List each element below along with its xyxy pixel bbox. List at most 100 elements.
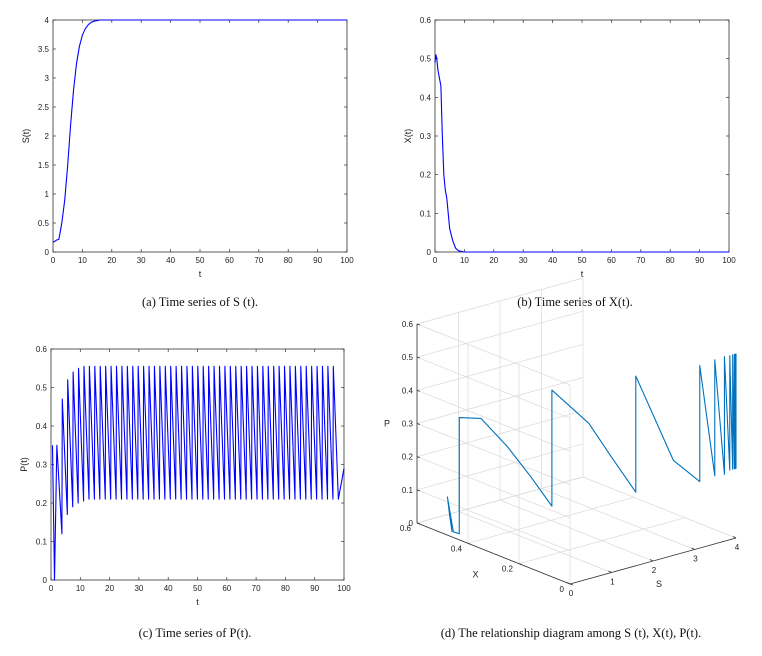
x-tick-label: 10: [78, 256, 87, 265]
p-tick-mark: [417, 424, 420, 425]
x-tick-label: 50: [193, 584, 202, 593]
p-tick-mark: [417, 324, 420, 325]
x-tick-label: 70: [254, 256, 263, 265]
y-tick-label: 3.5: [38, 45, 50, 54]
y-tick-label: 0.5: [420, 55, 432, 64]
p-tick-label: 0: [409, 519, 414, 528]
x-tick-label: 0: [51, 256, 56, 265]
x-tick-label: 100: [722, 256, 736, 265]
x-tick-label: 70: [636, 256, 645, 265]
x-tick-label: 20: [105, 584, 114, 593]
x-tick-mark: [519, 564, 522, 565]
x-tick-label: 10: [76, 584, 85, 593]
x-tick-label: 50: [578, 256, 587, 265]
x-axis-label: t: [581, 269, 584, 279]
x-tick-label: 40: [548, 256, 557, 265]
x-tick-label: 40: [166, 256, 175, 265]
p-tick-label: 0.6: [402, 320, 414, 329]
s-tick-label: 4: [735, 543, 740, 552]
y-tick-label: 0.3: [420, 132, 432, 141]
plot-frame: [53, 20, 347, 252]
x-tick-mark: [570, 584, 573, 585]
x-tick-label: 30: [134, 584, 143, 593]
x-tick-label: 100: [340, 256, 354, 265]
panel-caption: (a) Time series of S (t).: [142, 295, 258, 309]
p-tick-mark: [417, 357, 420, 358]
p-tick-mark: [417, 457, 420, 458]
y-axis-label: P(t): [19, 457, 29, 472]
x-tick-label: 60: [222, 584, 231, 593]
p-axis-label: P: [384, 419, 390, 429]
p-tick-label: 0.5: [402, 353, 414, 362]
p-tick-mark: [417, 390, 420, 391]
grid-line-floor: [542, 489, 695, 550]
trajectory-line: [447, 354, 736, 534]
x-tick-label: 70: [252, 584, 261, 593]
y-tick-label: 3: [45, 74, 50, 83]
y-tick-label: 0: [45, 248, 50, 257]
x-tick-label: 50: [196, 256, 205, 265]
y-axis-label: X(t): [403, 129, 413, 144]
p-tick-label: 0.2: [402, 453, 414, 462]
x-tick-label: 20: [107, 256, 116, 265]
x-axis-label: t: [196, 597, 199, 607]
y-tick-label: 0.2: [420, 171, 432, 180]
x-tick-label: 0.4: [451, 544, 463, 553]
chart-panel-d: 0123400.20.40.600.10.20.30.40.50.6SXP(d)…: [384, 278, 740, 640]
x-tick-label: 40: [164, 584, 173, 593]
figure-canvas: 0 10 20 30 40 50 60 70 80 90 10000.511.522.533.54t…: [0, 0, 762, 656]
x-tick-label: 0.2: [502, 565, 514, 574]
s-tick-label: 0: [569, 589, 574, 598]
x-tick-label: 10: [460, 256, 469, 265]
x-tick-label: 20: [489, 256, 498, 265]
x-axis-label: t: [199, 269, 202, 279]
x-tick-label: 0: [433, 256, 438, 265]
y-tick-label: 1: [45, 190, 50, 199]
y-axis-label: S(t): [21, 129, 31, 144]
y-tick-label: 0.1: [36, 538, 48, 547]
p-tick-label: 0.4: [402, 386, 414, 395]
x-axis-line: [417, 523, 570, 584]
p-tick-label: 0.3: [402, 420, 414, 429]
x-tick-label: 80: [666, 256, 675, 265]
y-tick-label: 0.6: [420, 16, 432, 25]
y-tick-label: 0.1: [420, 209, 432, 218]
x-tick-label: 90: [695, 256, 704, 265]
y-tick-label: 4: [45, 16, 50, 25]
p-tick-mark: [417, 490, 420, 491]
y-tick-label: 0.4: [420, 93, 432, 102]
x-tick-label: 0: [560, 585, 565, 594]
x-tick-label: 90: [313, 256, 322, 265]
x-tick-label: 80: [281, 584, 290, 593]
s-tick-label: 2: [652, 566, 657, 575]
p-tick-label: 0.1: [402, 486, 414, 495]
y-tick-label: 0.5: [36, 384, 48, 393]
x-tick-label: 90: [310, 584, 319, 593]
y-tick-label: 0.3: [36, 461, 48, 470]
x-tick-label: 60: [607, 256, 616, 265]
x-tick-label: 30: [519, 256, 528, 265]
y-tick-label: 0.2: [36, 499, 48, 508]
panel-caption: (b) Time series of X(t).: [517, 295, 633, 309]
chart-panel-a: 0 10 20 30 40 50 60 70 80 90 100 0 0.5 1 1.5 2 2.5 3 3.5 4 t…: [21, 16, 354, 309]
x-axis-label: X: [472, 570, 478, 580]
x-tick-label: 60: [225, 256, 234, 265]
y-tick-label: 0: [43, 576, 48, 585]
y-tick-label: 2.5: [38, 103, 50, 112]
chart-panel-b: 0 10 20 30 40 50 60 70 80 90 100 0 0.1 0.2 0.3 0.4 0.5 0.…: [403, 16, 736, 309]
x-tick-label: 30: [137, 256, 146, 265]
y-tick-label: 2: [45, 132, 50, 141]
x-tick-mark: [468, 543, 471, 544]
chart-panel-c: 0 10 20 30 40 50 60 70 80 90 100 0 0.1 0.2 0.3 0.4 0.5 0.…: [19, 345, 351, 640]
plot-frame: [435, 20, 729, 252]
y-tick-label: 0.6: [36, 345, 48, 354]
x-tick-label: 80: [284, 256, 293, 265]
grid-line-floor: [459, 512, 612, 573]
s-axis-label: S: [656, 579, 662, 589]
grid-line-floor: [500, 500, 653, 561]
y-tick-label: 0: [427, 248, 432, 257]
grid-line-floor: [583, 477, 736, 538]
y-tick-label: 0.5: [38, 219, 50, 228]
panel-caption: (c) Time series of P(t).: [139, 626, 252, 640]
x-tick-label: 0: [49, 584, 54, 593]
